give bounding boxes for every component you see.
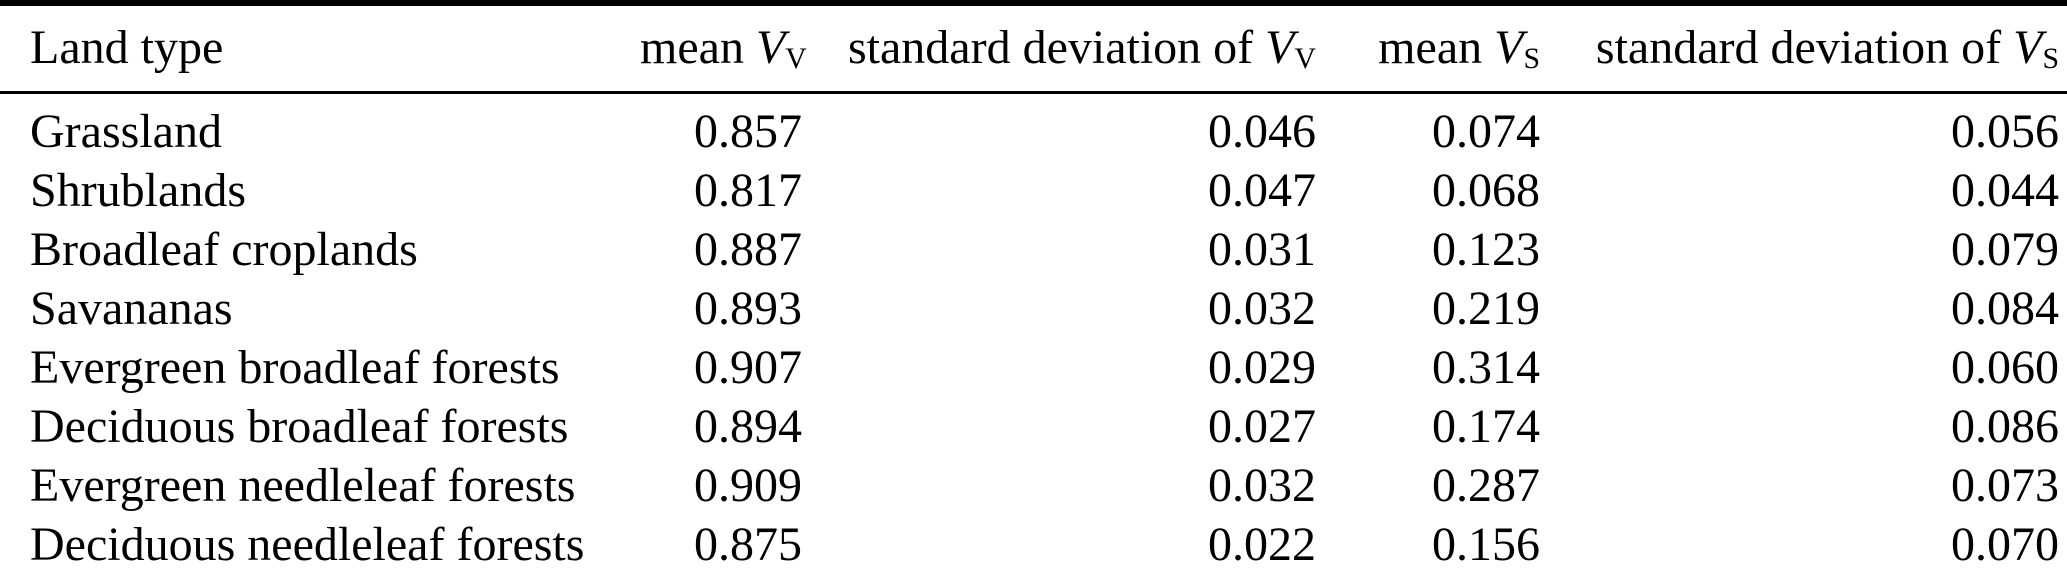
col-header-sd-vs: standard deviation of VS: [1540, 3, 2067, 94]
table-body: Grassland 0.857 0.046 0.074 0.056 Shrubl…: [0, 93, 2067, 576]
table-header: Land type mean VV standard deviation of …: [0, 3, 2067, 94]
sd-vs-cell: 0.056: [1951, 105, 2059, 158]
table-row: Deciduous broadleaf forests 0.894 0.027 …: [0, 397, 2067, 456]
header-text: mean: [640, 21, 756, 74]
header-text: standard deviation of: [1595, 21, 2014, 74]
land-type-cell: Shrublands: [30, 164, 246, 217]
table-row: Evergreen broadleaf forests 0.907 0.029 …: [0, 338, 2067, 397]
mean-vs-cell: 0.219: [1432, 282, 1540, 335]
mean-vv-cell: 0.817: [694, 164, 802, 217]
mean-vv-cell: 0.857: [694, 105, 802, 158]
sd-vv-cell: 0.022: [1208, 518, 1316, 571]
col-header-mean-vv: mean VV: [640, 3, 807, 94]
sd-vv-cell: 0.031: [1208, 223, 1316, 276]
mean-vs-cell: 0.174: [1432, 400, 1540, 453]
sd-vv-cell: 0.027: [1208, 400, 1316, 453]
sd-vs-cell: 0.084: [1951, 282, 2059, 335]
sd-vv-cell: 0.029: [1208, 341, 1316, 394]
col-header-sd-vv: standard deviation of VV: [802, 3, 1317, 94]
variable-symbol: V: [1265, 21, 1295, 74]
land-type-cell: Deciduous broadleaf forests: [30, 400, 569, 453]
sd-vv-cell: 0.047: [1208, 164, 1316, 217]
land-type-cell: Broadleaf croplands: [30, 223, 418, 276]
mean-vv-cell: 0.907: [694, 341, 802, 394]
mean-vs-cell: 0.156: [1432, 518, 1540, 571]
mean-vs-cell: 0.287: [1432, 459, 1540, 512]
col-header-land-type: Land type: [0, 3, 640, 94]
sd-vs-cell: 0.073: [1951, 459, 2059, 512]
table-row: Shrublands 0.817 0.047 0.068 0.044: [0, 161, 2067, 220]
variable-symbol: V: [755, 21, 786, 74]
table-row: Savananas 0.893 0.032 0.219 0.084: [0, 279, 2067, 338]
mean-vv-cell: 0.893: [694, 282, 802, 335]
variable-symbol: V: [1494, 21, 1524, 74]
mean-vv-cell: 0.894: [694, 400, 802, 453]
col-header-mean-vs: mean VS: [1316, 3, 1540, 94]
table-row: Deciduous needleleaf forests 0.875 0.022…: [0, 515, 2067, 576]
mean-vv-cell: 0.887: [694, 223, 802, 276]
sd-vv-cell: 0.046: [1208, 105, 1316, 158]
header-text: mean: [1378, 21, 1495, 74]
sd-vv-cell: 0.032: [1208, 282, 1316, 335]
variable-subscript: S: [1523, 42, 1540, 76]
variable-subscript: V: [1294, 42, 1317, 76]
table-row: Grassland 0.857 0.046 0.074 0.056: [0, 93, 2067, 162]
land-type-cell: Evergreen needleleaf forests: [30, 459, 576, 512]
variable-symbol: V: [2013, 21, 2043, 74]
sd-vs-cell: 0.070: [1951, 518, 2059, 571]
land-type-cell: Savananas: [30, 282, 233, 335]
land-type-cell: Deciduous needleleaf forests: [30, 518, 585, 571]
table-row: Broadleaf croplands 0.887 0.031 0.123 0.…: [0, 220, 2067, 279]
sd-vs-cell: 0.060: [1951, 341, 2059, 394]
land-type-cell: Grassland: [30, 105, 222, 158]
mean-vv-cell: 0.875: [694, 518, 802, 571]
table-row: Evergreen needleleaf forests 0.909 0.032…: [0, 456, 2067, 515]
header-text: standard deviation of: [847, 21, 1266, 74]
sd-vs-cell: 0.086: [1951, 400, 2059, 453]
mean-vs-cell: 0.068: [1432, 164, 1540, 217]
sd-vv-cell: 0.032: [1208, 459, 1316, 512]
sd-vs-cell: 0.044: [1951, 164, 2059, 217]
header-row: Land type mean VV standard deviation of …: [0, 3, 2067, 94]
mean-vs-cell: 0.123: [1432, 223, 1540, 276]
mean-vv-cell: 0.909: [694, 459, 802, 512]
mean-vs-cell: 0.074: [1432, 105, 1540, 158]
variable-subscript: S: [2042, 42, 2059, 76]
variable-subscript: V: [785, 42, 807, 76]
sd-vs-cell: 0.079: [1951, 223, 2059, 276]
land-type-cell: Evergreen broadleaf forests: [30, 341, 560, 394]
mean-vs-cell: 0.314: [1432, 341, 1540, 394]
